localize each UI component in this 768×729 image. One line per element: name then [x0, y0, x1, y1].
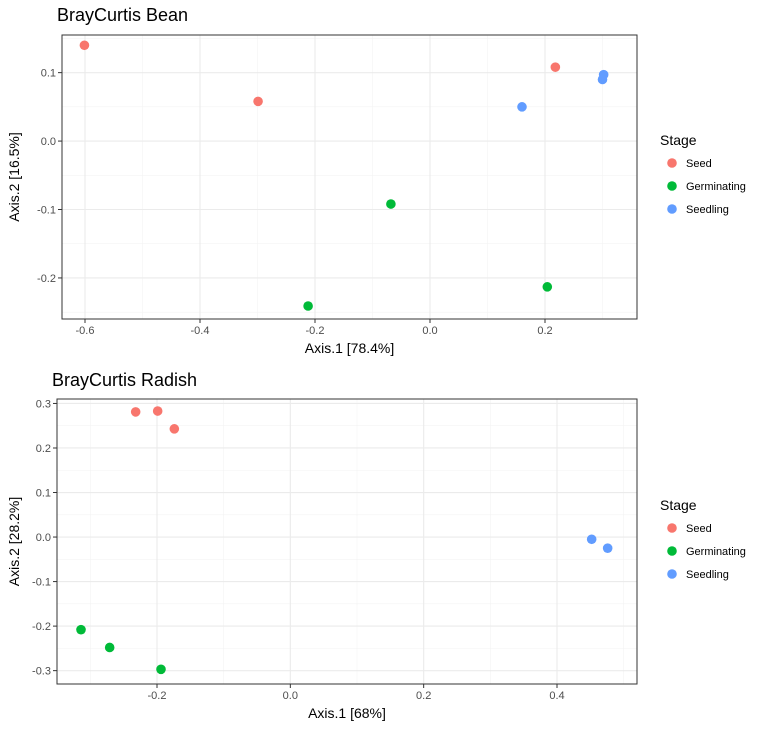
- x-tick-label: -0.2: [148, 690, 167, 702]
- point-seed: [550, 62, 561, 72]
- y-tick-label: -0.1: [37, 205, 56, 217]
- y-tick-label: -0.2: [37, 273, 56, 285]
- y-tick-label: -0.2: [32, 621, 51, 633]
- legend-title: Stage: [660, 497, 697, 513]
- legend-title: Stage: [660, 132, 697, 148]
- point-germinating: [156, 664, 166, 675]
- point-germinating: [542, 282, 553, 292]
- y-axis-label: Axis.2 [16.5%]: [6, 132, 22, 222]
- x-tick-label: 0.0: [422, 325, 437, 337]
- plot-panel: [62, 35, 637, 319]
- x-tick-label: 0.4: [549, 690, 564, 702]
- point-seedling: [586, 534, 597, 545]
- legend-key-germinating: [667, 546, 677, 556]
- legend-key-seed: [667, 158, 677, 168]
- y-tick-label: 0.0: [41, 136, 56, 148]
- x-axis-label: Axis.1 [68%]: [308, 705, 386, 721]
- legend-key-seedling: [667, 569, 677, 579]
- legend-label-seed: Seed: [686, 523, 712, 535]
- point-seed: [152, 406, 163, 416]
- y-tick-label: -0.3: [32, 666, 51, 678]
- point-seed: [79, 40, 90, 51]
- y-axis-label: Axis.2 [28.2%]: [6, 497, 22, 587]
- plot-title: BrayCurtis Bean: [57, 5, 188, 25]
- point-germinating: [104, 642, 115, 653]
- legend-key-seed: [667, 523, 677, 533]
- y-tick-label: 0.2: [36, 443, 51, 455]
- y-tick-label: 0.1: [41, 68, 56, 80]
- point-germinating: [386, 199, 396, 209]
- x-tick-label: 0.0: [283, 690, 298, 702]
- plot-panel: [57, 399, 637, 684]
- plot-braycurtis-bean: -0.6 -0.4 -0.2 0.0 0.2 -0.2 -0.1 0.0 0.1 BrayCurt…: [6, 5, 746, 356]
- point-seed: [169, 424, 180, 434]
- legend-label-seedling: Seedling: [686, 204, 729, 216]
- x-axis-label: Axis.1 [78.4%]: [305, 340, 395, 356]
- panel-border: [56, 398, 638, 685]
- x-tick-label: -0.6: [76, 325, 95, 337]
- y-tick-label: -0.1: [32, 577, 51, 589]
- point-germinating: [303, 301, 313, 311]
- legend-label-germinating: Germinating: [686, 181, 746, 193]
- y-tick-label: 0.0: [36, 532, 51, 544]
- y-tick-label: 0.1: [36, 488, 51, 500]
- panel-border: [61, 34, 638, 320]
- x-tick-label: -0.4: [191, 325, 210, 337]
- x-tick-label: -0.2: [306, 325, 325, 337]
- point-seedling: [597, 74, 608, 85]
- point-germinating: [76, 624, 86, 635]
- legend-label-seedling: Seedling: [686, 569, 729, 581]
- legend-label-germinating: Germinating: [686, 546, 746, 558]
- legend-key-germinating: [667, 181, 677, 191]
- x-tick-label: 0.2: [416, 690, 431, 702]
- plot-braycurtis-radish: -0.2 0.0 0.2 0.4 -0.3 -0.2 -0.1 0.0 0.1 0.2 0.3Bra…: [6, 370, 746, 721]
- plot-title: BrayCurtis Radish: [52, 370, 197, 390]
- point-seedling: [517, 102, 527, 112]
- point-seed: [130, 407, 141, 417]
- x-tick-label: 0.2: [537, 325, 552, 337]
- y-tick-label: 0.3: [36, 398, 51, 410]
- point-seed: [253, 96, 263, 107]
- legend-key-seedling: [667, 204, 677, 214]
- legend-label-seed: Seed: [686, 158, 712, 170]
- point-seedling: [602, 543, 613, 553]
